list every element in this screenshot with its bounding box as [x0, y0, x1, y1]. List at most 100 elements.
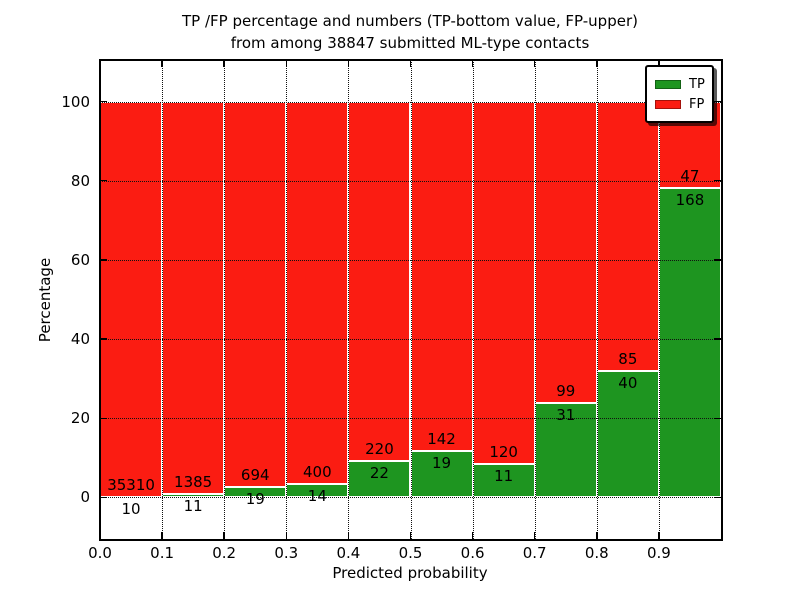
tp-bar-segment [658, 188, 721, 498]
fp-bar-segment [410, 101, 473, 451]
fp-count-label: 400 [303, 463, 332, 482]
y-tick-mark [100, 100, 107, 103]
x-tick-mark [533, 532, 536, 539]
legend-item-fp: FP [655, 95, 704, 113]
x-gridline [534, 60, 536, 539]
fp-count-label: 142 [427, 429, 456, 448]
x-tick-label: 0.0 [88, 544, 112, 562]
x-tick-mark [285, 532, 288, 539]
x-tick-mark-top [99, 60, 101, 67]
x-gridline [658, 60, 660, 539]
x-tick-mark-top [409, 60, 412, 67]
y-gridline [100, 418, 721, 420]
fp-count-label: 47 [680, 167, 700, 186]
x-gridline [596, 60, 598, 539]
chart-title-line1: TP /FP percentage and numbers (TP-bottom… [182, 12, 638, 30]
x-gridline [162, 60, 164, 539]
x-gridline [286, 60, 288, 539]
tp-bar-segment [410, 450, 473, 498]
y-gridline [100, 259, 721, 261]
tp-count-label: 14 [307, 487, 327, 506]
y-tick-mark-right [714, 179, 721, 182]
x-tick-mark-top [347, 60, 350, 67]
x-gridline [224, 60, 226, 539]
fp-count-label: 120 [489, 443, 518, 462]
fp-bar-segment [224, 101, 287, 487]
tp-count-label: 10 [121, 500, 141, 519]
x-tick-mark-top [596, 60, 598, 67]
tp-count-label: 31 [556, 406, 576, 425]
tp-count-label: 22 [369, 464, 389, 483]
y-tick-mark [100, 417, 107, 419]
x-tick-label: 0.8 [584, 544, 609, 562]
fp-color-swatch-icon [655, 99, 681, 109]
x-tick-mark [161, 532, 163, 539]
y-tick-mark [100, 338, 107, 340]
y-gridline [100, 497, 721, 499]
x-gridline [472, 60, 474, 539]
y-tick-label: 40 [70, 330, 90, 349]
fp-count-label: 220 [365, 440, 394, 459]
x-tick-mark [596, 532, 598, 539]
x-tick-mark [223, 532, 225, 539]
y-tick-label: 60 [70, 250, 90, 269]
chart-title-line2: from among 38847 submitted ML-type conta… [230, 34, 590, 52]
y-tick-mark-right [714, 100, 721, 103]
fp-bar-segment [286, 101, 349, 485]
y-tick-mark-right [714, 338, 721, 340]
fp-count-label: 99 [556, 382, 576, 401]
y-tick-label: 100 [61, 92, 90, 111]
fp-bar-segment [534, 101, 597, 404]
y-tick-mark-right [714, 496, 721, 499]
tp-bar-segment [348, 461, 411, 498]
tp-count-label: 168 [675, 191, 705, 210]
chart-title: TP /FP percentage and numbers (TP-bottom… [182, 10, 638, 54]
y-gridline [100, 101, 721, 103]
x-gridline [348, 60, 350, 539]
x-gridline [410, 60, 412, 539]
y-gridline [100, 180, 721, 182]
x-tick-mark [658, 532, 660, 539]
x-tick-label: 0.9 [646, 544, 671, 562]
y-tick-label: 20 [70, 409, 90, 428]
x-tick-mark [347, 532, 350, 539]
x-tick-label: 0.7 [522, 544, 547, 562]
tp-count-label: 19 [245, 489, 265, 508]
y-tick-mark [100, 259, 107, 261]
y-tick-mark [100, 496, 107, 499]
x-tick-label: 0.6 [460, 544, 485, 562]
x-tick-mark-top [658, 60, 660, 67]
x-tick-mark-top [223, 60, 225, 67]
tp-count-label: 40 [618, 373, 638, 392]
x-tick-label: 0.1 [150, 544, 175, 562]
y-tick-label: 0 [80, 488, 90, 507]
legend: TP FP [645, 65, 714, 123]
x-tick-mark [409, 532, 412, 539]
x-tick-label: 0.3 [274, 544, 299, 562]
x-tick-label: 0.5 [398, 544, 423, 562]
x-tick-mark-top [285, 60, 288, 67]
fp-bar-segment [100, 101, 163, 498]
y-tick-mark-right [714, 417, 721, 419]
fp-count-label: 35310 [107, 476, 155, 495]
x-tick-label: 0.4 [336, 544, 361, 562]
x-tick-mark [471, 532, 474, 539]
x-tick-mark [99, 532, 101, 539]
y-tick-label: 80 [70, 171, 90, 190]
x-tick-mark-top [161, 60, 163, 67]
y-tick-mark-right [714, 259, 721, 261]
legend-label-fp: FP [689, 96, 705, 112]
y-tick-mark [100, 179, 107, 182]
legend-item-tp: TP [655, 75, 705, 93]
tp-count-label: 19 [432, 453, 452, 472]
x-tick-label: 0.2 [212, 544, 237, 562]
fp-bar-segment [162, 101, 225, 495]
x-tick-mark-top [471, 60, 474, 67]
tp-count-label: 11 [183, 497, 203, 516]
y-gridline [100, 339, 721, 341]
x-tick-mark-top [533, 60, 536, 67]
x-axis-label: Predicted probability [332, 564, 488, 582]
legend-label-tp: TP [689, 76, 705, 92]
fp-count-label: 1385 [174, 473, 213, 492]
